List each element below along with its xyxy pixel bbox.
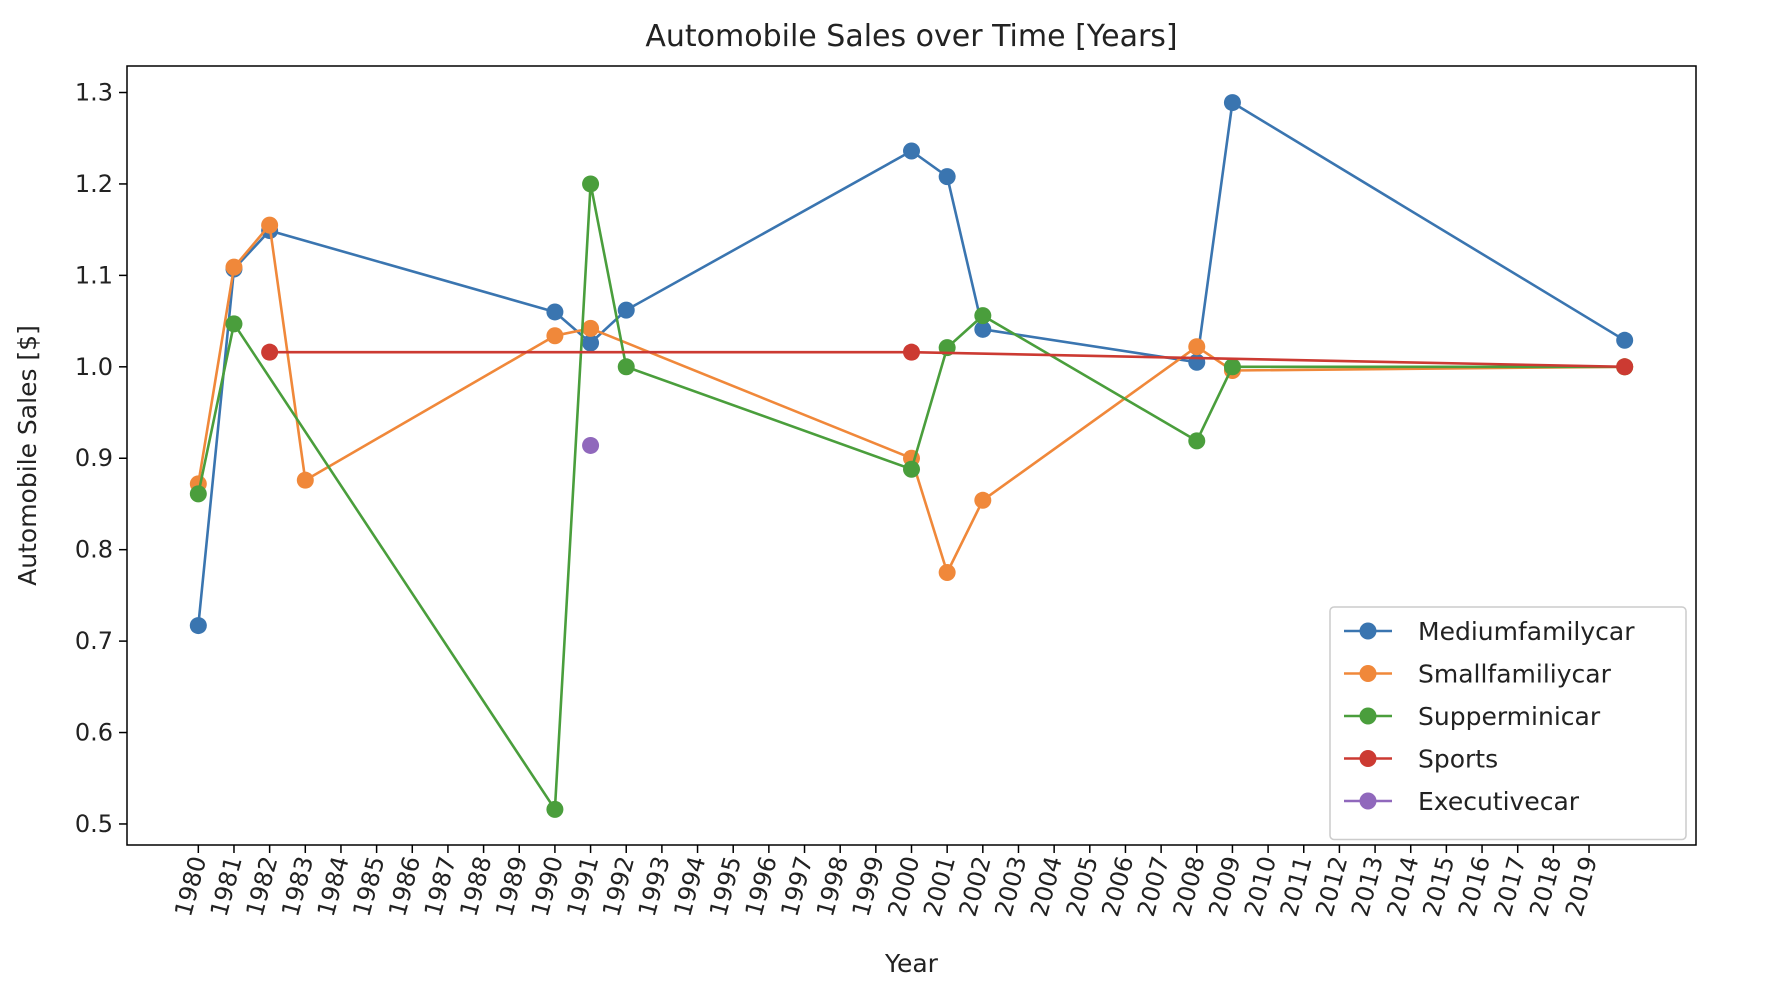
y-tick-label: 1.3 <box>75 79 113 107</box>
y-tick-label: 1.0 <box>75 353 113 381</box>
legend: Mediumfamilycar Smallfamiliycar Suppermini… <box>1329 606 1687 841</box>
y-axis-label: Automobile Sales [$] <box>13 325 42 586</box>
y-tick-label: 0.6 <box>75 719 113 747</box>
x-axis-label: Year <box>884 949 939 978</box>
series-line <box>197 101 1626 626</box>
legend-box <box>1329 606 1687 841</box>
data-point <box>617 301 635 319</box>
data-point <box>261 216 279 234</box>
data-point <box>1223 358 1241 376</box>
legend-item: Executivecar <box>1344 787 1580 816</box>
legend-marker <box>1359 622 1377 640</box>
data-point <box>938 564 956 582</box>
data-point <box>1616 331 1634 349</box>
data-point <box>582 436 600 454</box>
data-point <box>546 800 564 818</box>
data-point <box>938 168 956 186</box>
data-point <box>974 307 992 325</box>
data-point <box>189 617 207 635</box>
data-point <box>903 343 920 361</box>
data-point <box>974 491 992 509</box>
legend-marker <box>1359 792 1377 810</box>
data-point <box>1616 358 1634 376</box>
y-tick-label: 1.2 <box>75 170 113 198</box>
data-point <box>225 315 243 333</box>
data-point <box>261 343 279 361</box>
y-tick-label: 0.8 <box>75 536 113 564</box>
data-point <box>189 485 207 503</box>
legend-label: Executivecar <box>1418 787 1580 816</box>
data-point <box>903 460 920 478</box>
y-tick-label: 0.7 <box>75 627 113 655</box>
legend-item: Supperminicar <box>1344 702 1601 731</box>
data-point <box>582 319 600 337</box>
legend-label: Supperminicar <box>1418 702 1601 731</box>
data-point <box>617 358 635 376</box>
data-point <box>1188 338 1206 356</box>
y-tick-label: 1.1 <box>75 261 113 289</box>
series-executivecar <box>582 436 600 454</box>
legend-marker <box>1359 750 1377 767</box>
legend-label: Smallfamiliycar <box>1418 660 1612 689</box>
legend-item: Sports <box>1344 745 1498 774</box>
y-tick-label: 0.9 <box>75 444 113 472</box>
plot-frame <box>126 65 1697 846</box>
series-mediumfamilycar <box>189 94 1634 635</box>
legend-label: Mediumfamilycar <box>1418 617 1635 646</box>
data-point <box>1223 94 1241 112</box>
data-point <box>1188 353 1206 371</box>
data-point <box>546 327 564 345</box>
data-point <box>546 303 564 321</box>
y-axis: 0.5 0.6 0.7 0.8 0.9 1.0 1.1 1.2 1.3 <box>75 79 127 838</box>
legend-item: Smallfamiliycar <box>1344 660 1612 689</box>
legend-label: Sports <box>1418 745 1498 774</box>
data-point <box>296 471 314 489</box>
data-point <box>903 142 920 160</box>
data-point <box>974 320 992 338</box>
data-point <box>582 175 600 193</box>
data-point <box>1188 432 1206 450</box>
chart-title: Automobile Sales over Time [Years] <box>645 19 1177 54</box>
data-point <box>225 258 243 276</box>
y-tick-label: 0.5 <box>75 810 113 838</box>
legend-item: Mediumfamilycar <box>1344 617 1635 646</box>
plot-series <box>189 94 1634 818</box>
series-sports <box>261 343 1634 376</box>
data-point <box>582 334 600 352</box>
legend-marker <box>1359 665 1377 682</box>
legend-marker <box>1359 707 1377 725</box>
